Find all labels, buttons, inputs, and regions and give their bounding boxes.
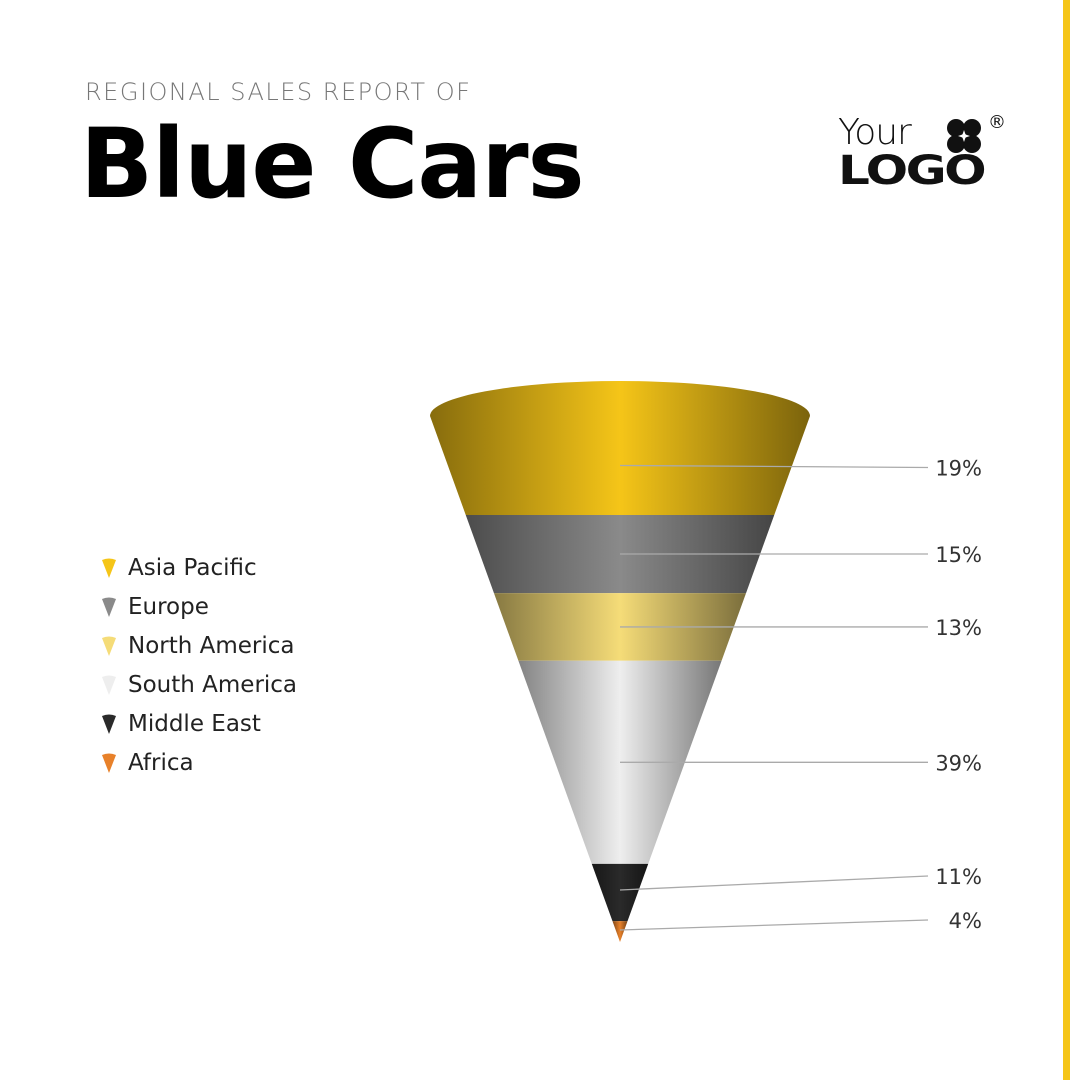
- leader-line: [619, 875, 929, 891]
- legend-label: Asia Pacific: [128, 554, 257, 581]
- registered-mark: ®: [988, 112, 1006, 133]
- funnel-segment-middle-east: [591, 863, 649, 922]
- data-label: 4%: [949, 909, 982, 933]
- legend-label: South America: [128, 671, 298, 698]
- legend-item: Africa: [100, 743, 297, 782]
- legend: Asia Pacific Europe North America South Ame…: [100, 548, 297, 782]
- triangle-marker-icon: [102, 636, 116, 656]
- legend-label: North America: [128, 632, 295, 659]
- triangle-marker-icon: [102, 714, 116, 734]
- leader-line: [619, 919, 929, 931]
- logo: Your LOGO ®: [838, 112, 1008, 194]
- subtitle: REGIONAL SALES REPORT OF: [85, 78, 472, 106]
- page-title: Blue Cars: [80, 108, 585, 220]
- triangle-marker-icon: [102, 675, 116, 695]
- data-label: 15%: [935, 543, 982, 567]
- data-label: 19%: [935, 456, 982, 480]
- legend-label: Europe: [128, 593, 209, 620]
- logo-text-bottom: LOGO: [838, 148, 987, 194]
- legend-label: Africa: [128, 749, 194, 776]
- triangle-marker-icon: [102, 597, 116, 617]
- legend-label: Middle East: [128, 710, 261, 737]
- funnel-segment-africa: [612, 921, 628, 942]
- logo-text-top: Your: [838, 112, 912, 153]
- data-label: 11%: [935, 865, 982, 889]
- legend-item: South America: [100, 665, 297, 704]
- funnel-top-cap: [430, 381, 810, 416]
- data-label: 13%: [935, 616, 982, 640]
- leader-line: [619, 464, 929, 469]
- accent-stripe: [1063, 0, 1070, 1080]
- legend-item: Asia Pacific: [100, 548, 297, 587]
- legend-item: North America: [100, 626, 297, 665]
- triangle-marker-icon: [102, 558, 116, 578]
- triangle-marker-icon: [102, 753, 116, 773]
- logo-mark-icon: [947, 119, 981, 153]
- legend-item: Europe: [100, 587, 297, 626]
- data-label: 39%: [935, 751, 982, 775]
- legend-item: Middle East: [100, 704, 297, 743]
